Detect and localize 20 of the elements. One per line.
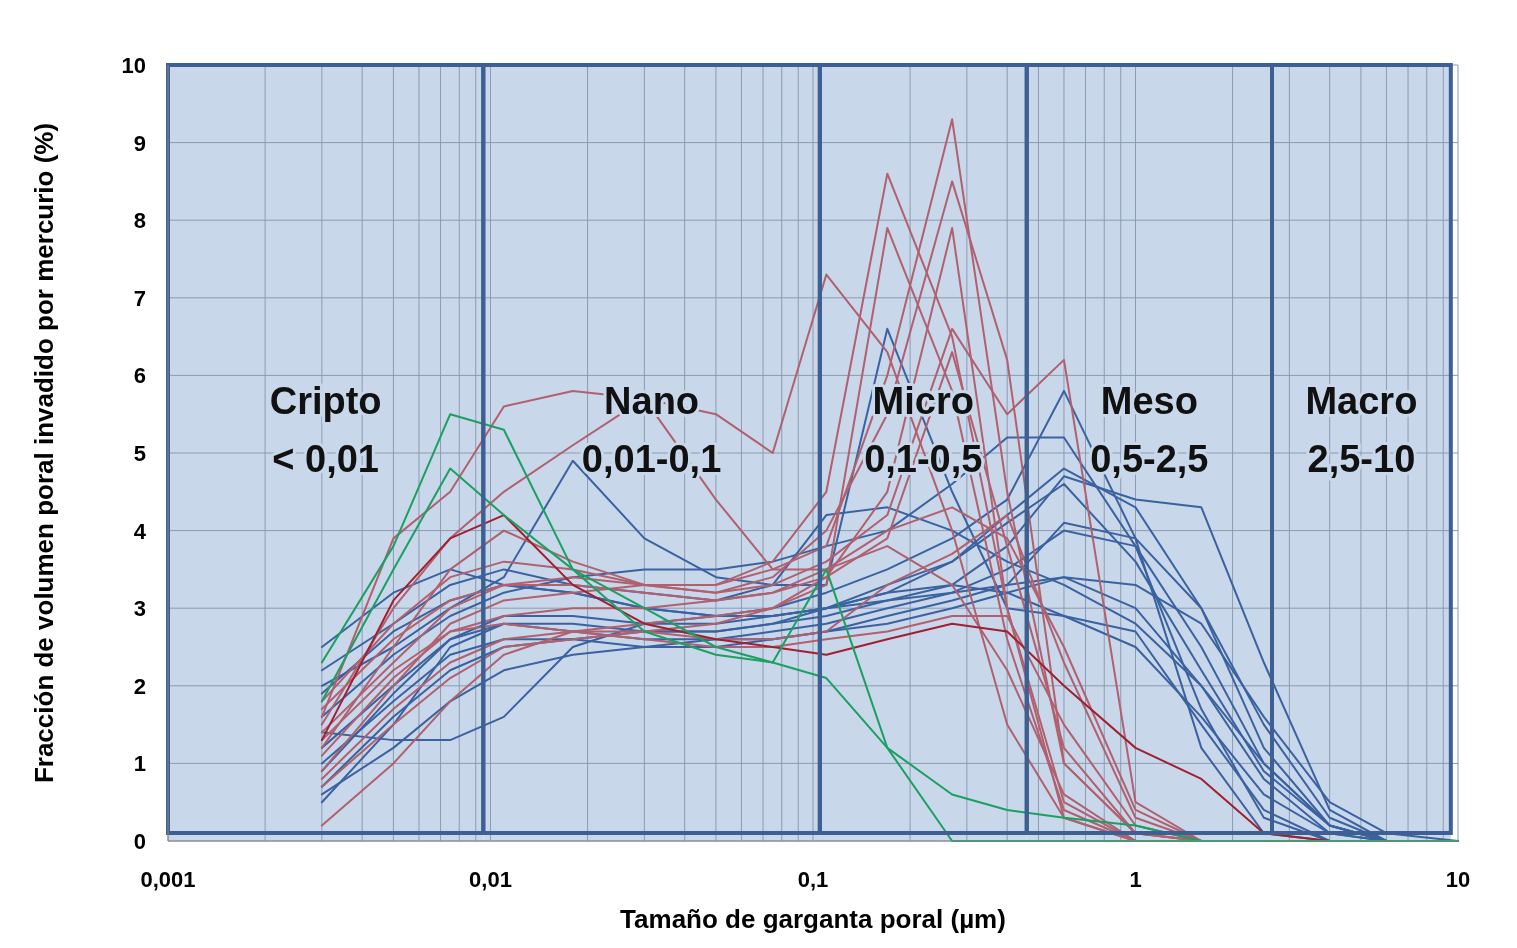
x-tick-label: 0,1: [797, 867, 829, 892]
y-tick-label: 2: [133, 673, 146, 699]
y-axis-title: Fracción de volumen poral invadido por mercurio (%): [29, 122, 59, 784]
y-tick-label: 5: [133, 441, 146, 466]
y-tick-label: 9: [133, 130, 146, 156]
x-tick-label: 0,01: [469, 867, 512, 892]
x-tick-label: 1: [1129, 867, 1142, 892]
y-tick-label: 3: [133, 596, 146, 622]
band-label: Macro 2,5-10: [1305, 380, 1418, 481]
y-tick-label: 4: [133, 518, 147, 544]
y-tick-label: 0: [133, 829, 146, 854]
y-tick-label: 10: [121, 53, 146, 78]
x-tick-label: 0,001: [140, 867, 196, 892]
y-tick-label: 6: [133, 363, 146, 389]
x-tick-label: 10: [1445, 867, 1471, 892]
band-label: Cripto < 0,01: [269, 380, 382, 481]
y-tick-label: 8: [133, 208, 146, 234]
x-axis-title: Tamaño de garganta poral (µm): [620, 904, 1006, 934]
y-tick-label: 7: [133, 285, 146, 311]
y-tick-label: 1: [133, 751, 146, 777]
